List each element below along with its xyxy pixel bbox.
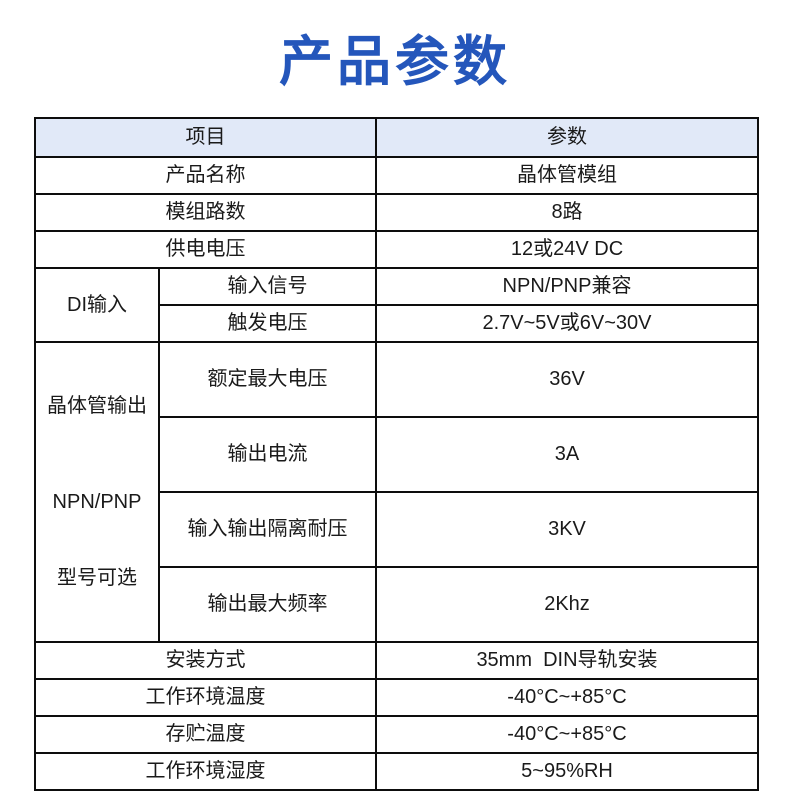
spec-table: 项目 参数 产品名称 晶体管模组 模组路数 8路 供电电压 12或24V DC …	[34, 117, 759, 791]
table-row: 产品名称 晶体管模组	[34, 156, 759, 195]
item-cell: 输出电流	[158, 416, 377, 493]
value-cell: 12或24V DC	[375, 230, 759, 269]
column-header-value: 参数	[375, 117, 759, 158]
value-cell: 5~95%RH	[375, 752, 759, 791]
item-cell: 安装方式	[34, 641, 377, 680]
item-cell: 工作环境湿度	[34, 752, 377, 791]
item-cell: 模组路数	[34, 193, 377, 232]
value-cell: 8路	[375, 193, 759, 232]
value-cell: NPN/PNP兼容	[375, 267, 759, 306]
group-label-line: 晶体管输出	[47, 395, 147, 417]
item-cell: 产品名称	[34, 156, 377, 195]
item-cell: 输出最大频率	[158, 566, 377, 643]
value-cell: 35mm DIN导轨安装	[375, 641, 759, 680]
item-cell: 输入信号	[158, 267, 377, 306]
item-cell: 存贮温度	[34, 715, 377, 754]
group-label-line: NPN/PNP	[52, 491, 142, 513]
item-cell: 输入输出隔离耐压	[158, 491, 377, 568]
table-row: 安装方式 35mm DIN导轨安装	[34, 641, 759, 680]
group-cell-di-input: DI输入	[34, 267, 160, 343]
value-cell: -40°C~+85°C	[375, 715, 759, 754]
value-cell: 2.7V~5V或6V~30V	[375, 304, 759, 343]
table-row: 输入输出隔离耐压 3KV	[35, 491, 759, 568]
table-row: 触发电压 2.7V~5V或6V~30V	[35, 304, 759, 343]
value-cell: 3A	[375, 416, 759, 493]
table-row: 模组路数 8路	[34, 193, 759, 232]
table-row: 工作环境温度 -40°C~+85°C	[34, 678, 759, 717]
group-label-line: 型号可选	[57, 567, 137, 589]
table-row: 输出最大频率 2Khz	[35, 566, 759, 643]
value-cell: 3KV	[375, 491, 759, 568]
header-row: 项目 参数	[34, 117, 759, 158]
table-row: 存贮温度 -40°C~+85°C	[34, 715, 759, 754]
table-row: 供电电压 12或24V DC	[34, 230, 759, 269]
page-title: 产品参数	[279, 32, 511, 92]
table-row: 工作环境湿度 5~95%RH	[34, 752, 759, 791]
item-cell: 供电电压	[34, 230, 377, 269]
column-header-item: 项目	[34, 117, 377, 158]
value-cell: 36V	[375, 341, 759, 418]
value-cell: 晶体管模组	[375, 156, 759, 195]
table-row: 输出电流 3A	[35, 416, 759, 493]
group-cell-transistor-output: 晶体管输出 NPN/PNP 型号可选	[34, 341, 160, 643]
value-cell: -40°C~+85°C	[375, 678, 759, 717]
item-cell: 工作环境温度	[34, 678, 377, 717]
value-cell: 2Khz	[375, 566, 759, 643]
item-cell: 额定最大电压	[158, 341, 377, 418]
item-cell: 触发电压	[158, 304, 377, 343]
table-row: DI输入 输入信号 NPN/PNP兼容	[34, 267, 759, 343]
table-row: 晶体管输出 NPN/PNP 型号可选 额定最大电压 36V	[34, 341, 759, 643]
